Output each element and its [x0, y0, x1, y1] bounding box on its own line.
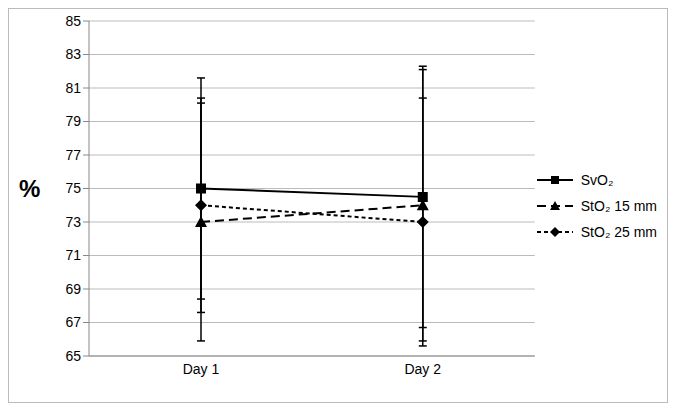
- svg-text:83: 83: [65, 46, 81, 62]
- svg-text:71: 71: [65, 247, 81, 263]
- html-text:SvO₂: SvO₂: [580, 171, 614, 188]
- svg-text:75: 75: [65, 180, 81, 196]
- svg-text:69: 69: [65, 281, 81, 297]
- html-text:StO₂ 15 mm: StO₂ 15 mm: [580, 197, 657, 214]
- svg-text:85: 85: [65, 13, 81, 29]
- svg-text:%: %: [19, 175, 40, 202]
- svg-text:81: 81: [65, 80, 81, 96]
- svg-text:Day 2: Day 2: [404, 361, 441, 377]
- svg-text:79: 79: [65, 113, 81, 129]
- svg-text:73: 73: [65, 214, 81, 230]
- svg-text:67: 67: [65, 314, 81, 330]
- svg-text:Day 1: Day 1: [183, 361, 220, 377]
- html-text:StO₂ 25 mm: StO₂ 25 mm: [580, 223, 657, 240]
- svg-text:65: 65: [65, 348, 81, 364]
- svg-text:77: 77: [65, 147, 81, 163]
